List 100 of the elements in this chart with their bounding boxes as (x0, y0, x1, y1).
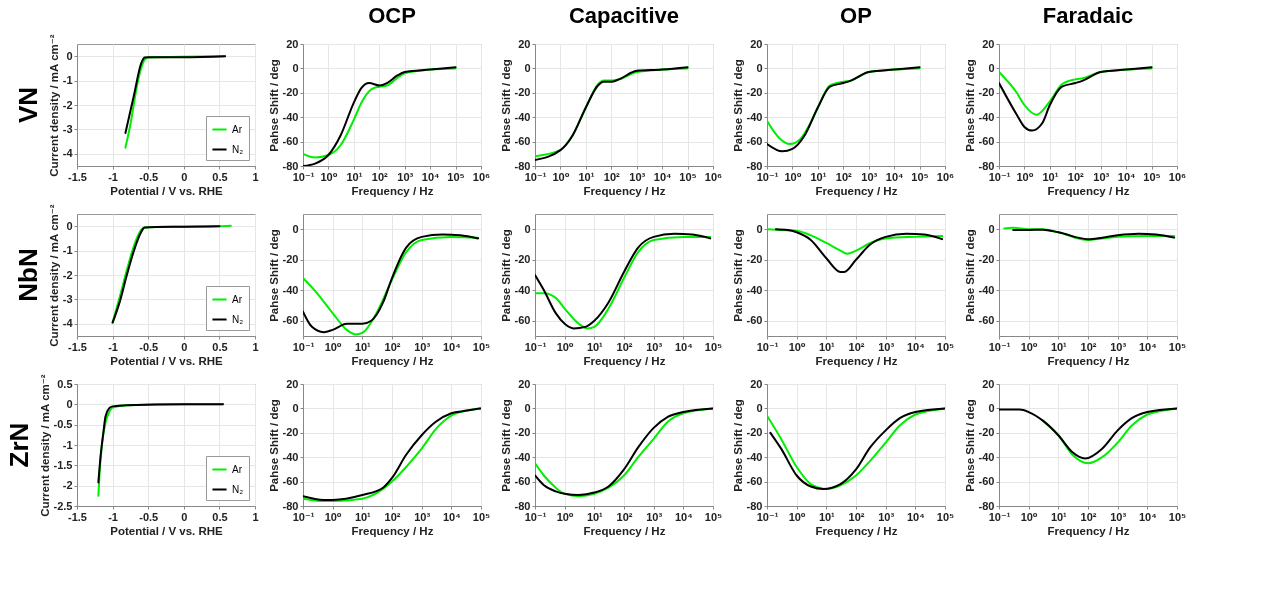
x-tick-label: 10⁴ (442, 340, 461, 353)
y-tick-label: -40 (978, 283, 995, 296)
x-tick-label: 10³ (878, 340, 895, 353)
x-tick-label: 10⁴ (1138, 510, 1157, 523)
x-tick-label: 10³ (646, 510, 663, 523)
y-tick-label: 0 (66, 219, 73, 232)
y-tick-label: -2.5 (53, 499, 73, 512)
x-axis-title: Potential / V vs. RHE (110, 184, 224, 197)
y-tick-label: -40 (514, 110, 531, 123)
x-tick-label: 10⁰ (1016, 170, 1034, 183)
y-tick-label: -20 (746, 426, 763, 439)
y-tick-label: -60 (746, 135, 763, 148)
legend-label: N₂ (232, 483, 244, 495)
y-axis-title: Current density / mA cm⁻² (47, 204, 60, 347)
y-axis-title: Pahse Shift / deg (499, 59, 512, 152)
x-tick-label: -1 (108, 340, 118, 353)
chart-title: OP (840, 3, 872, 28)
y-axis-title: Current density / mA cm⁻² (47, 34, 60, 177)
x-tick-label: 10⁵ (447, 170, 465, 183)
y-tick-label: -20 (514, 253, 531, 266)
x-tick-label: 10¹ (1050, 510, 1068, 523)
x-axis-title: Frequency / Hz (1047, 354, 1130, 367)
legend-label: Ar (232, 293, 243, 305)
x-tick-label: 10⁵ (472, 340, 491, 353)
x-tick-label: 10³ (1110, 340, 1127, 353)
x-axis-title: Frequency / Hz (351, 524, 434, 537)
x-tick-label: 1 (252, 170, 259, 183)
x-tick-label: 10³ (414, 510, 431, 523)
x-tick-label: 10¹ (818, 340, 836, 353)
y-tick-label: -20 (282, 426, 299, 439)
y-tick-label: -1 (62, 438, 73, 451)
x-tick-label: 10⁰ (556, 510, 574, 523)
y-axis-title: Pahse Shift / deg (963, 229, 976, 322)
y-tick-label: 0 (524, 222, 531, 235)
x-tick-label: 10¹ (810, 170, 827, 183)
x-tick-label: 0 (181, 510, 188, 523)
y-tick-label: -60 (514, 314, 531, 327)
y-tick-label: -40 (282, 283, 299, 296)
y-tick-label: -60 (978, 135, 995, 148)
x-tick-label: 10¹ (1042, 170, 1059, 183)
y-tick-label: -60 (978, 475, 995, 488)
x-tick-label: -0.5 (139, 510, 159, 523)
x-tick-label: 10⁵ (1168, 510, 1187, 523)
x-tick-label: 10⁵ (472, 510, 491, 523)
x-tick-label: 10⁵ (1143, 170, 1161, 183)
text: VN (13, 86, 44, 124)
y-tick-label: -40 (746, 110, 763, 123)
x-tick-label: 10⁵ (936, 340, 955, 353)
chart-title: Faradaic (1042, 3, 1134, 28)
y-tick-label: -60 (978, 314, 995, 327)
y-tick-label: -20 (514, 426, 531, 439)
x-tick-label: 10¹ (578, 170, 595, 183)
x-tick-label: 10⁻¹ (756, 340, 779, 353)
chart-title: OCP (368, 3, 416, 28)
y-axis-title: Pahse Shift / deg (499, 229, 512, 322)
x-tick-label: 10¹ (1050, 340, 1068, 353)
y-tick-label: -4 (62, 317, 74, 330)
y-tick-label: -40 (282, 110, 299, 123)
y-tick-label: -60 (282, 135, 299, 148)
y-tick-label: -80 (514, 159, 531, 172)
y-tick-label: -1 (62, 244, 73, 257)
x-axis-title: Potential / V vs. RHE (110, 354, 224, 367)
x-tick-label: 0.5 (212, 340, 228, 353)
y-tick-label: -80 (746, 499, 763, 512)
y-axis-title: Pahse Shift / deg (499, 399, 512, 492)
y-tick-label: -80 (514, 499, 531, 512)
x-tick-label: 10² (616, 340, 633, 353)
y-axis-title: Pahse Shift / deg (267, 399, 280, 492)
y-tick-label: -20 (746, 253, 763, 266)
y-axis-title: Pahse Shift / deg (267, 59, 280, 152)
x-tick-label: 10⁵ (1168, 340, 1187, 353)
x-axis-title: Frequency / Hz (351, 354, 434, 367)
y-tick-label: -60 (514, 475, 531, 488)
x-tick-label: 10³ (1110, 510, 1127, 523)
x-tick-label: 10⁴ (674, 340, 693, 353)
x-tick-label: 10² (1067, 170, 1085, 183)
x-axis-title: Frequency / Hz (815, 354, 898, 367)
x-tick-label: 10⁻¹ (524, 170, 547, 183)
y-tick-label: 0 (292, 61, 299, 74)
x-tick-label: 10⁴ (674, 510, 693, 523)
x-tick-label: 10⁻¹ (292, 510, 315, 523)
y-tick-label: 20 (518, 37, 531, 50)
x-tick-label: -0.5 (139, 170, 159, 183)
y-tick-label: 0 (988, 222, 995, 235)
x-axis-title: Frequency / Hz (815, 184, 898, 197)
x-tick-label: 10³ (397, 170, 414, 183)
y-tick-label: -20 (746, 86, 763, 99)
x-axis-title: Frequency / Hz (583, 524, 666, 537)
y-tick-label: -4 (62, 147, 74, 160)
x-tick-label: 10⁻¹ (988, 170, 1011, 183)
y-tick-label: -40 (514, 450, 531, 463)
y-tick-label: -80 (282, 159, 299, 172)
x-tick-label: 10⁴ (442, 510, 461, 523)
x-tick-label: 10⁶ (936, 170, 955, 183)
y-tick-label: -20 (282, 253, 299, 266)
x-tick-label: 10⁻¹ (756, 170, 779, 183)
x-tick-label: 10⁶ (472, 170, 491, 183)
x-tick-label: 10⁰ (320, 170, 338, 183)
line-series (1041, 407, 1177, 465)
y-tick-label: 0 (988, 61, 995, 74)
